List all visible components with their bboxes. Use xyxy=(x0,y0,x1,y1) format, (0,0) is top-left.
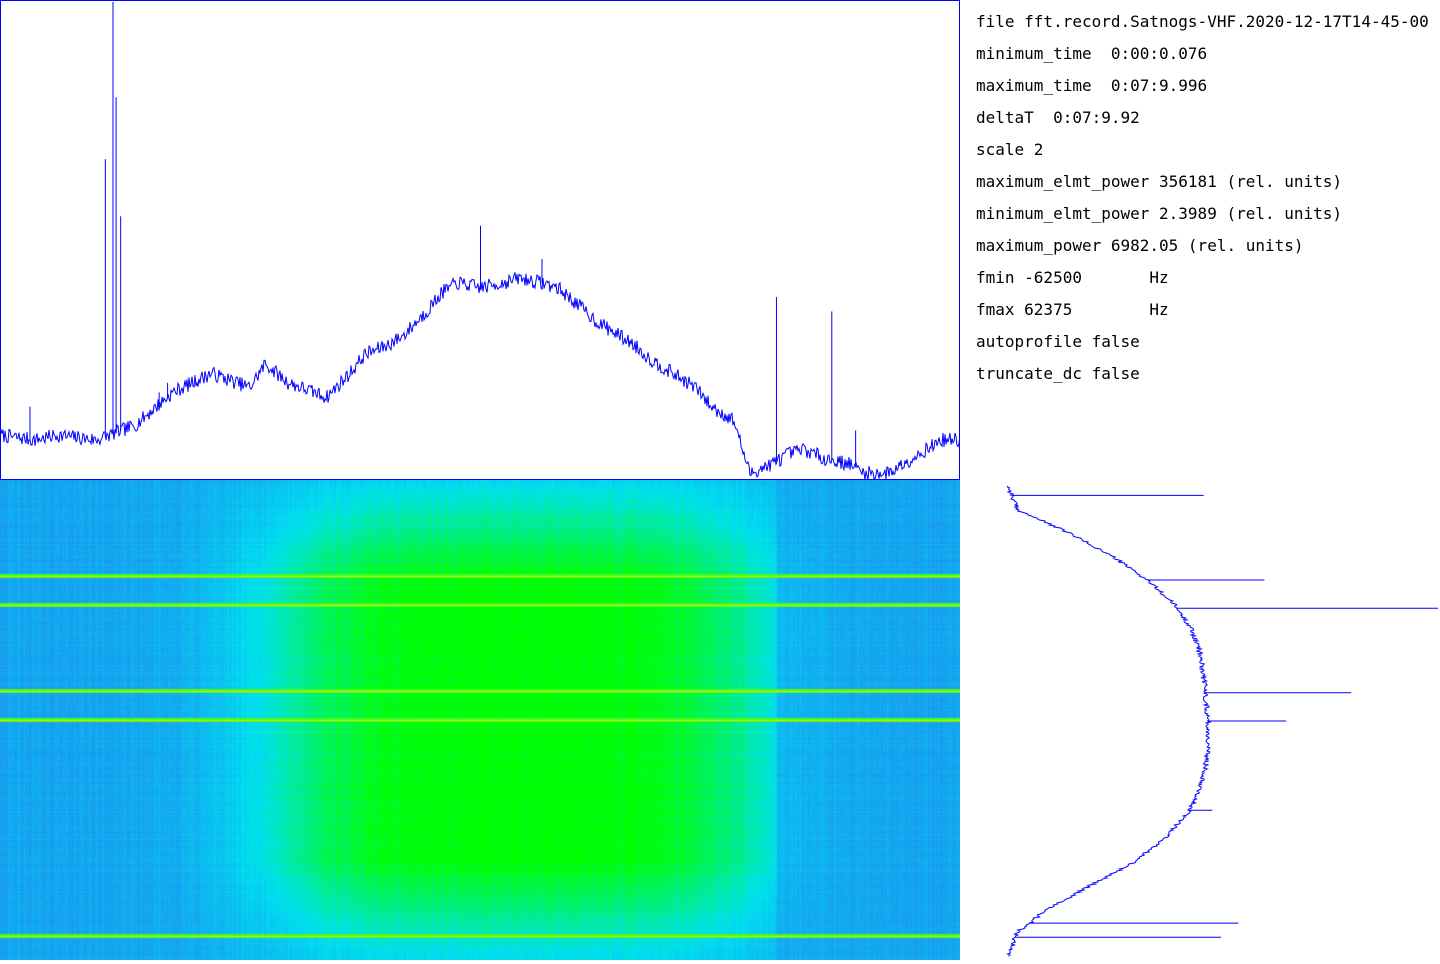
spectrum-panel xyxy=(0,0,960,480)
info-delta-t: deltaT 0:07:9.92 xyxy=(976,108,1140,127)
info-autoprofile: autoprofile false xyxy=(976,332,1140,351)
info-maximum-time: maximum_time 0:07:9.996 xyxy=(976,76,1208,95)
info-panel: file fft.record.Satnogs-VHF.2020-12-17T1… xyxy=(976,10,1436,410)
info-fmax: fmax 62375 Hz xyxy=(976,300,1169,319)
waterfall-panel xyxy=(0,480,960,960)
spectrum-plot xyxy=(0,2,960,480)
info-maximum-elmt-power: maximum_elmt_power 356181 (rel. units) xyxy=(976,172,1343,191)
info-minimum-elmt-power: minimum_elmt_power 2.3989 (rel. units) xyxy=(976,204,1343,223)
info-file: file fft.record.Satnogs-VHF.2020-12-17T1… xyxy=(976,12,1429,31)
info-minimum-time: minimum_time 0:00:0.076 xyxy=(976,44,1208,63)
info-maximum-power: maximum_power 6982.05 (rel. units) xyxy=(976,236,1304,255)
waterfall-heatmap xyxy=(0,480,960,960)
spectrum-frame xyxy=(0,0,960,480)
info-truncate-dc: truncate_dc false xyxy=(976,364,1140,383)
time-profile-panel xyxy=(960,480,1440,960)
profile-trace xyxy=(1006,485,1212,957)
info-scale: scale 2 xyxy=(976,140,1044,159)
time-profile-plot xyxy=(1006,485,1438,957)
info-fmin: fmin -62500 Hz xyxy=(976,268,1169,287)
